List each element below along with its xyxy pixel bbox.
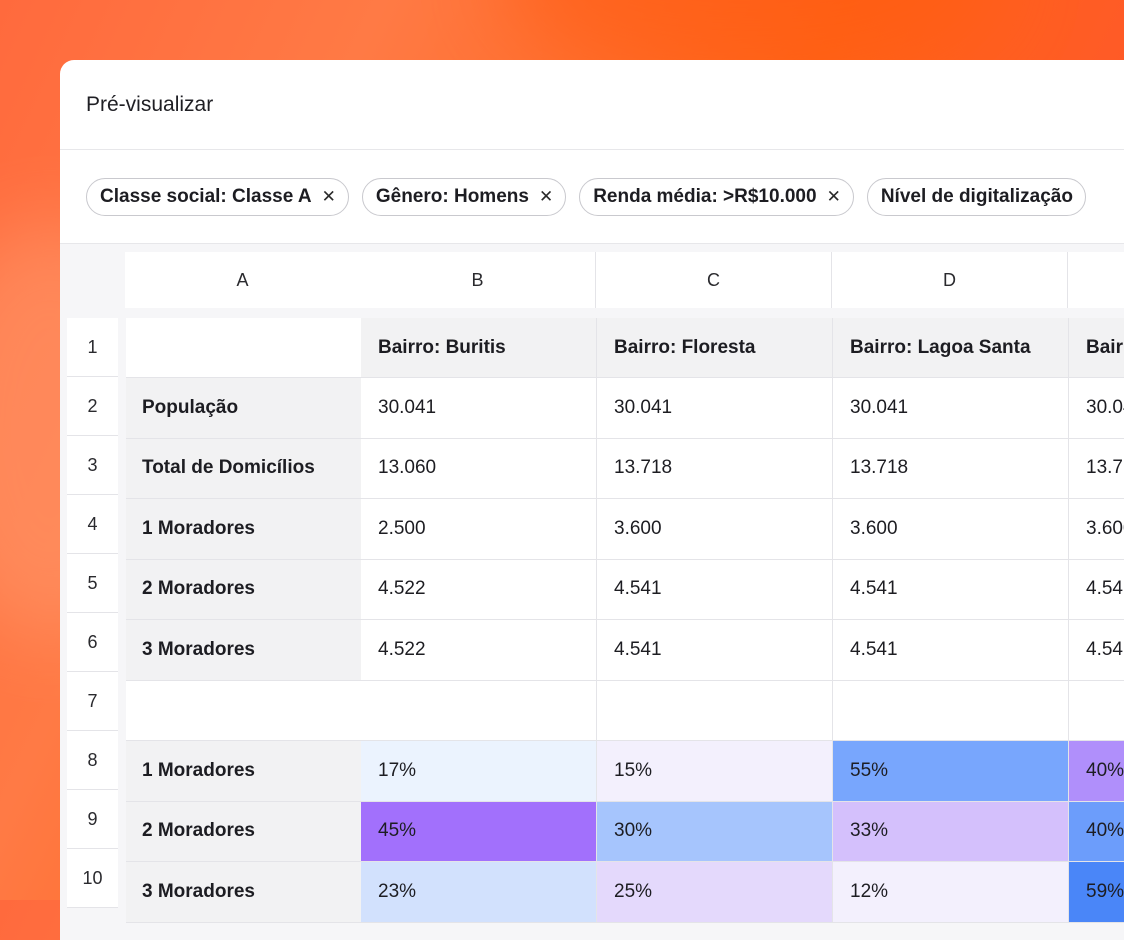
- table-cell[interactable]: 30.041: [597, 378, 833, 439]
- remove-filter-icon[interactable]: ✕: [321, 186, 336, 206]
- table-cell[interactable]: 30.041: [361, 378, 597, 439]
- filter-chip-label: Classe social: Classe A: [100, 185, 312, 207]
- table-cell[interactable]: 30%: [597, 801, 833, 862]
- table-cell[interactable]: [361, 680, 597, 741]
- row-number[interactable]: 9: [67, 790, 118, 849]
- row-label-cell[interactable]: População: [126, 378, 362, 439]
- table-cell[interactable]: 4.541: [833, 620, 1069, 681]
- row-label-cell[interactable]: 1 Moradores: [126, 499, 362, 560]
- table-cell[interactable]: 13.718: [833, 438, 1069, 499]
- row-label-cell[interactable]: 1 Moradores: [126, 741, 362, 802]
- row-number[interactable]: 3: [67, 436, 118, 495]
- filter-chip-label: Renda média: >R$10.000: [593, 185, 817, 207]
- table-cell[interactable]: 4.541: [833, 559, 1069, 620]
- row-label-cell[interactable]: Total de Domicílios: [126, 438, 362, 499]
- row-number[interactable]: 8: [67, 731, 118, 790]
- table-cell[interactable]: 2.500: [361, 499, 597, 560]
- title-bar: Pré-visualizar: [60, 60, 1124, 150]
- filter-chip-label: Gênero: Homens: [375, 185, 529, 207]
- table-cell[interactable]: 15%: [597, 741, 833, 802]
- column-header-c[interactable]: C: [596, 252, 832, 308]
- filter-chip-label: Nível de digitalização: [880, 185, 1073, 207]
- table-cell[interactable]: 55%: [833, 741, 1069, 802]
- row-number[interactable]: 7: [67, 672, 118, 731]
- table-header-cell[interactable]: Bairro: Floresta: [597, 318, 833, 378]
- filter-chip[interactable]: Renda média: >R$10.000 ✕: [579, 177, 854, 216]
- table-cell[interactable]: 4.522: [361, 620, 597, 681]
- row-number[interactable]: 4: [67, 495, 118, 554]
- table-cell[interactable]: 3.600: [1069, 499, 1124, 560]
- table-cell[interactable]: 4.541: [1069, 620, 1124, 681]
- remove-filter-icon[interactable]: ✕: [826, 186, 841, 206]
- table-header-cell[interactable]: [126, 318, 362, 378]
- table-cell[interactable]: 4.541: [597, 559, 833, 620]
- table-cell[interactable]: 4.541: [597, 620, 833, 681]
- table-cell[interactable]: 12%: [833, 862, 1069, 923]
- filter-chip[interactable]: Classe social: Classe A ✕: [86, 177, 349, 216]
- row-label-cell[interactable]: 3 Moradores: [126, 620, 362, 681]
- table-cell[interactable]: 33%: [833, 801, 1069, 862]
- remove-filter-icon[interactable]: ✕: [538, 186, 554, 206]
- table-cell[interactable]: 59%: [1069, 862, 1124, 923]
- preview-window: Pré-visualizar Classe social: Classe A ✕ G…: [60, 60, 1124, 940]
- row-label-cell[interactable]: 2 Moradores: [126, 801, 362, 862]
- table-cell[interactable]: 13.718: [1069, 438, 1124, 499]
- table-cell[interactable]: 4.522: [361, 559, 597, 620]
- filter-bar: Classe social: Classe A ✕ Gênero: Homens ✕ R…: [60, 150, 1124, 244]
- page-title: Pré-visualizar: [86, 92, 214, 116]
- row-number[interactable]: 1: [67, 318, 118, 377]
- row-label-cell[interactable]: 3 Moradores: [126, 862, 362, 923]
- table-cell[interactable]: 40%: [1069, 741, 1124, 802]
- column-header-e[interactable]: E: [1068, 252, 1124, 308]
- table-cell[interactable]: 3.600: [597, 499, 833, 560]
- table-cell[interactable]: 13.060: [361, 438, 597, 499]
- table-cell[interactable]: 13.718: [597, 438, 833, 499]
- row-number[interactable]: 5: [67, 554, 118, 613]
- column-header-d[interactable]: D: [832, 252, 1068, 308]
- table-cell[interactable]: [1069, 680, 1124, 741]
- table-cell[interactable]: 23%: [361, 862, 597, 923]
- table-cell[interactable]: 30.041: [833, 378, 1069, 439]
- table-cell[interactable]: 4.541: [1069, 559, 1124, 620]
- filter-chip[interactable]: Nível de digitalização: [866, 177, 1086, 216]
- row-number[interactable]: 10: [67, 849, 118, 908]
- table-cell[interactable]: 25%: [597, 862, 833, 923]
- table-cell[interactable]: 17%: [361, 741, 597, 802]
- row-label-cell[interactable]: [126, 680, 362, 741]
- column-header-b[interactable]: B: [360, 252, 596, 308]
- table-cell[interactable]: [597, 680, 833, 741]
- filter-chip[interactable]: Gênero: Homens ✕: [361, 177, 567, 216]
- table-cell[interactable]: [833, 680, 1069, 741]
- table-header-cell[interactable]: Bairro: Lagoa Santa: [833, 318, 1069, 378]
- table-header-cell[interactable]: Bairro: Buritis: [361, 318, 597, 378]
- table-cell[interactable]: 40%: [1069, 801, 1124, 862]
- row-label-cell[interactable]: 2 Moradores: [126, 559, 362, 620]
- table-cell[interactable]: 45%: [361, 801, 597, 862]
- table-cell[interactable]: 3.600: [833, 499, 1069, 560]
- column-header-a[interactable]: A: [125, 252, 361, 308]
- row-number[interactable]: 6: [67, 613, 118, 672]
- table-header-cell[interactable]: Bairro: Lourdes: [1069, 318, 1124, 378]
- row-number[interactable]: 2: [67, 377, 118, 436]
- table-cell[interactable]: 30.041: [1069, 378, 1124, 439]
